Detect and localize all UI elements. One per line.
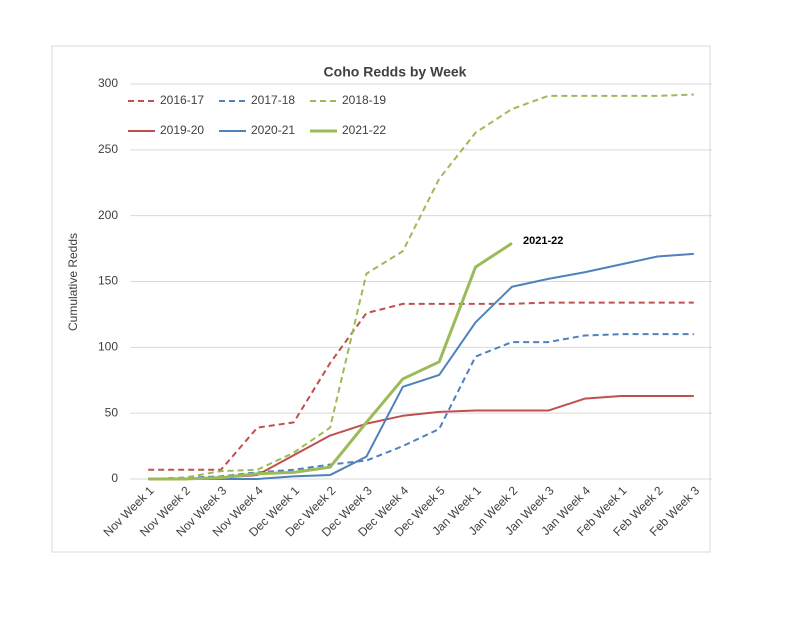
- series-line: [148, 242, 513, 481]
- legend-label: 2020-21: [251, 123, 295, 137]
- series-line: [148, 252, 694, 480]
- legend-label: 2017-18: [251, 93, 295, 107]
- series-line: [148, 301, 694, 471]
- series-line: [148, 93, 694, 480]
- annotation: 2021-22: [523, 235, 563, 247]
- y-tick-label: 150: [98, 274, 118, 288]
- y-tick-label: 200: [98, 208, 118, 222]
- legend-label: 2021-22: [342, 123, 386, 137]
- y-axis-label: Cumulative Redds: [66, 233, 80, 331]
- y-tick-label: 250: [98, 142, 118, 156]
- y-tick-label: 0: [111, 471, 118, 485]
- legend-label: 2019-20: [160, 123, 204, 137]
- chart-title: Coho Redds by Week: [324, 64, 467, 80]
- y-tick-label: 300: [98, 76, 118, 90]
- y-tick-label: 100: [98, 340, 118, 354]
- legend-label: 2016-17: [160, 93, 204, 107]
- legend-label: 2018-19: [342, 93, 386, 107]
- chart-border: [51, 45, 711, 553]
- y-tick-label: 50: [105, 405, 119, 419]
